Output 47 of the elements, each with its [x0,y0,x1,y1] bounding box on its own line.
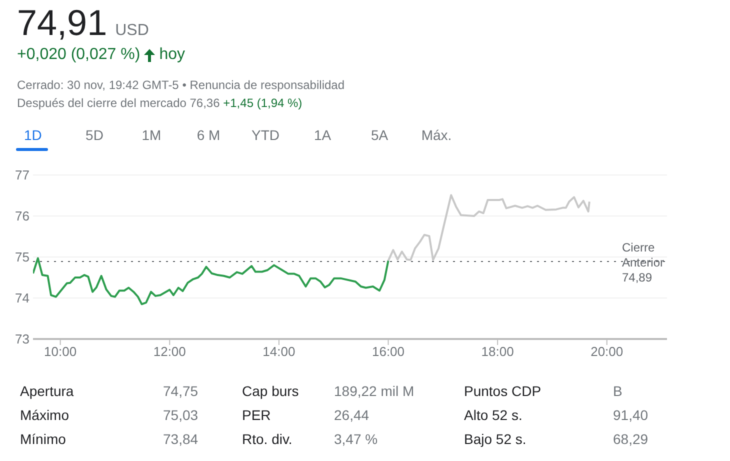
text: Máximo [20,407,70,423]
text: Cap burs [242,383,299,399]
text: 1A [312,127,332,143]
line-series [33,257,390,306]
text: 5A [370,127,390,143]
text: PER [242,407,271,423]
text: Alto 52 s. [464,407,522,423]
text: Bajo 52 s. [464,431,526,447]
text: 1D [23,127,43,143]
text: Mínimo [20,431,66,447]
text: 5D [84,127,104,143]
x-tick-label: 16:00 [372,344,405,360]
text: Después del cierre del mercado 76,36 [17,96,220,110]
text: 68,29 [613,431,648,447]
text: Apertura [20,383,74,399]
ref-line-label: Cierre Anterior 74,89 [622,240,664,285]
y-tick-label: 75 [15,250,30,265]
text: 73,84 [163,431,198,447]
text: 3,47 % [334,431,378,447]
text: hoy [159,46,185,64]
text: 75,03 [163,407,198,423]
text: +1,45 (1,94 %) [223,96,302,110]
text: 6 M [196,127,222,143]
text: 26,44 [334,407,370,423]
text: B [613,383,622,399]
text: Rto. div. [242,431,292,447]
x-tick-label: 14:00 [262,344,296,360]
text: 1M [140,127,162,143]
text: Puntos CDP [464,383,542,399]
x-tick-label: 20:00 [590,344,624,360]
text: USD [115,22,149,40]
text: YTD [250,127,280,143]
y-tick-label: 76 [15,208,30,224]
chart-subtitle: +0,020 (0,027 %) [17,46,140,64]
x-tick-label: 18:00 [481,344,514,360]
text: Cerrado: 30 nov, 19:42 GMT-5 • Renuncia de responsabilidad [17,78,345,92]
chart-title: 74,91 [17,2,108,44]
line-series [387,194,590,262]
text: 189,22 mil M [334,383,414,399]
y-tick-label: 77 [15,168,30,183]
x-tick-label: 10:00 [44,344,77,360]
text: 74,75 [163,383,198,399]
text: 91,40 [613,407,648,423]
text: Máx. [420,127,453,143]
y-tick-label: 74 [15,290,30,306]
y-tick-label: 73 [15,332,30,347]
x-tick-label: 12:00 [153,344,186,360]
